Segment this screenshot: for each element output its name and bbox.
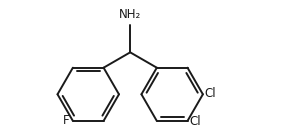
Text: F: F [64, 114, 70, 127]
Text: Cl: Cl [189, 115, 201, 128]
Text: Cl: Cl [205, 87, 216, 100]
Text: NH₂: NH₂ [119, 8, 141, 21]
